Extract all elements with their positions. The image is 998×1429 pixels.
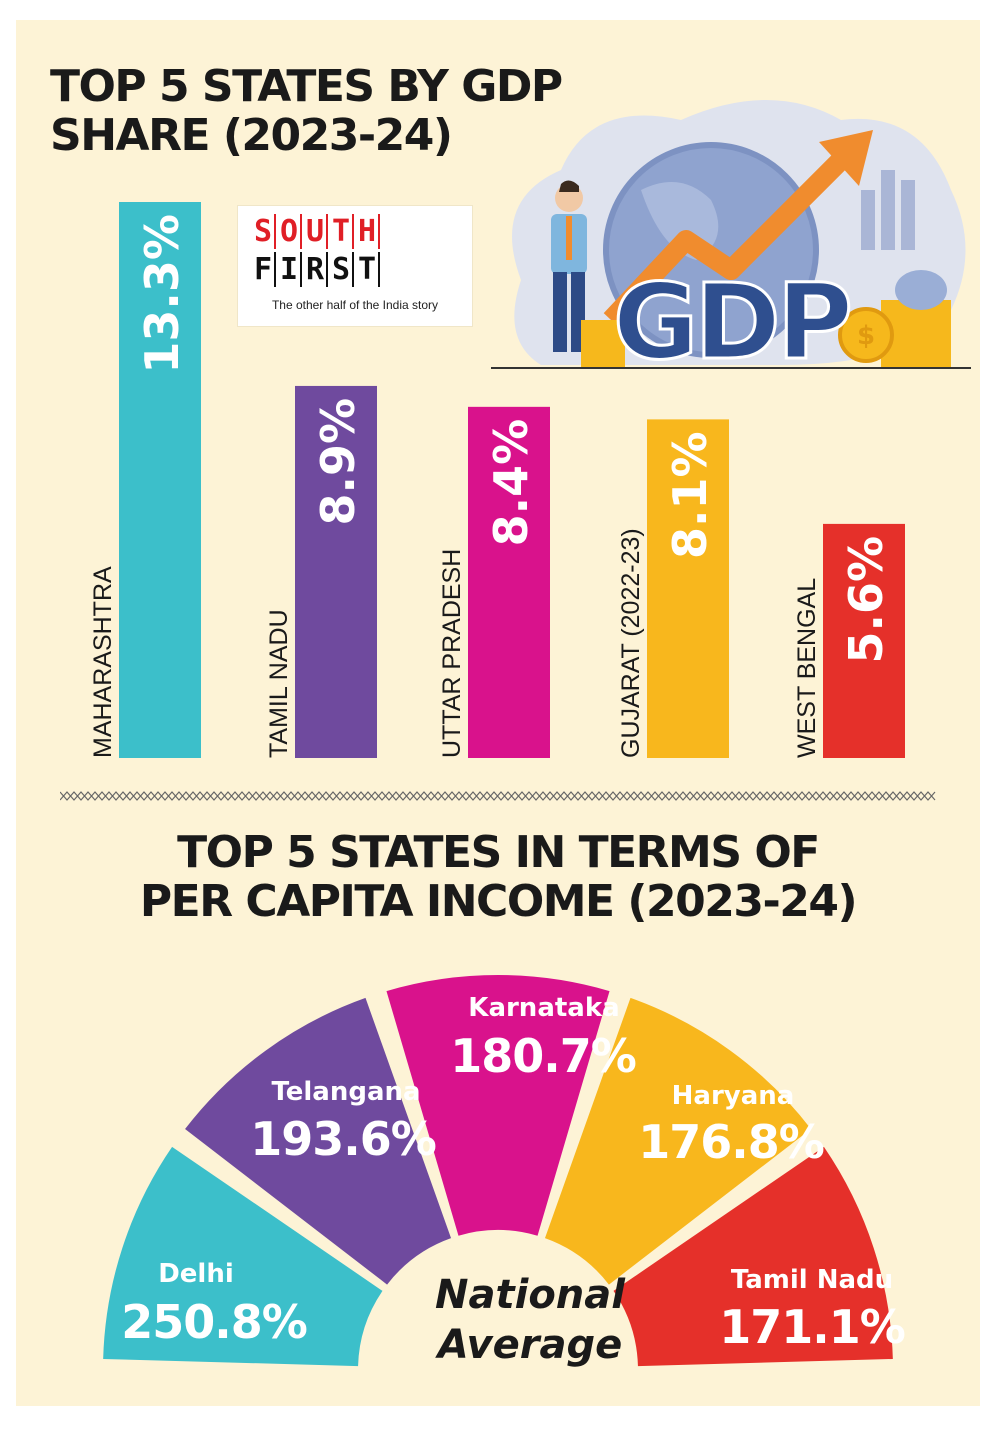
bar-value-label: 8.1%: [663, 431, 717, 559]
logo-letter: I: [278, 252, 302, 287]
bar-value-label: 13.3%: [135, 214, 189, 374]
gauge-value-label: 180.7%: [450, 1029, 636, 1083]
gauge-category-label: Telangana: [271, 1077, 420, 1107]
logo-letter: O: [278, 214, 302, 249]
logo-letter: S: [252, 214, 276, 249]
zigzag-divider: [60, 791, 936, 801]
logo-tagline: The other half of the India story: [271, 298, 439, 312]
per-capita-title-line1: TOP 5 STATES IN TERMS OF: [177, 827, 820, 878]
bar: [295, 385, 377, 758]
national-average-label: National: [435, 1272, 626, 1318]
bar-value-label: 8.9%: [311, 398, 365, 526]
gauge-category-label: Karnataka: [468, 993, 619, 1023]
gauge-value-label: 193.6%: [250, 1112, 436, 1166]
gauge-category-label: Delhi: [158, 1259, 234, 1289]
logo-letter: H: [356, 214, 380, 249]
bar: [468, 406, 550, 758]
gauge-segment: [386, 974, 610, 1236]
gdp-share-title: TOP 5 STATES BY GDP SHARE (2023-24): [50, 61, 563, 162]
gauge-segment: [613, 1146, 893, 1367]
gdp-art-text: GDP: [613, 261, 849, 370]
gauge-segment: [544, 997, 811, 1285]
gauge-category-label: Tamil Nadu: [731, 1265, 893, 1295]
bar-value-label: 5.6%: [839, 536, 893, 664]
logo-letter: U: [304, 214, 328, 249]
gauge-value-label: 176.8%: [638, 1115, 824, 1169]
logo-letter: S: [330, 252, 354, 287]
logo-letter: T: [356, 252, 380, 287]
gdp-bar-chart: 13.3% MAHARASHTRA 8.9% TAMIL NADU 8.4% UTTAR …: [89, 202, 905, 758]
bar: [647, 419, 729, 758]
bar-category-label: WEST BENGAL: [793, 578, 821, 758]
national-average-label: Average: [435, 1322, 622, 1368]
per-capita-title: TOP 5 STATES IN TERMS OF PER CAPITA INCO…: [16, 828, 980, 927]
gauge-category-label: Haryana: [672, 1081, 795, 1111]
bar: [823, 523, 905, 758]
bar-category-label: TAMIL NADU: [265, 609, 293, 758]
gauge-segment: [185, 997, 452, 1285]
gdp-illustration: $ GDP: [491, 100, 971, 370]
per-capita-title-line2: PER CAPITA INCOME (2023-24): [139, 876, 858, 928]
bar-category-label: UTTAR PRADESH: [438, 549, 466, 758]
bar-category-label: GUJARAT (2022-23): [617, 528, 645, 758]
gauge-value-label: 250.8%: [121, 1295, 307, 1349]
gauge-segment: [103, 1146, 383, 1367]
logo-letter: T: [330, 214, 354, 249]
infographic: TOP 5 STATES BY GDP SHARE (2023-24) $ GDP…: [16, 20, 980, 1406]
logo-letter: R: [304, 252, 328, 287]
gauge-value-label: 171.1%: [719, 1300, 905, 1354]
logo-letter: F: [252, 252, 276, 287]
per-capita-gauge: Delhi 250.8% Telangana 193.6% Karnataka 180.7…: [103, 974, 906, 1368]
bar: [119, 202, 201, 758]
svg-text:$: $: [857, 321, 875, 351]
bar-category-label: MAHARASHTRA: [89, 566, 117, 758]
bar-value-label: 8.4%: [484, 419, 538, 547]
